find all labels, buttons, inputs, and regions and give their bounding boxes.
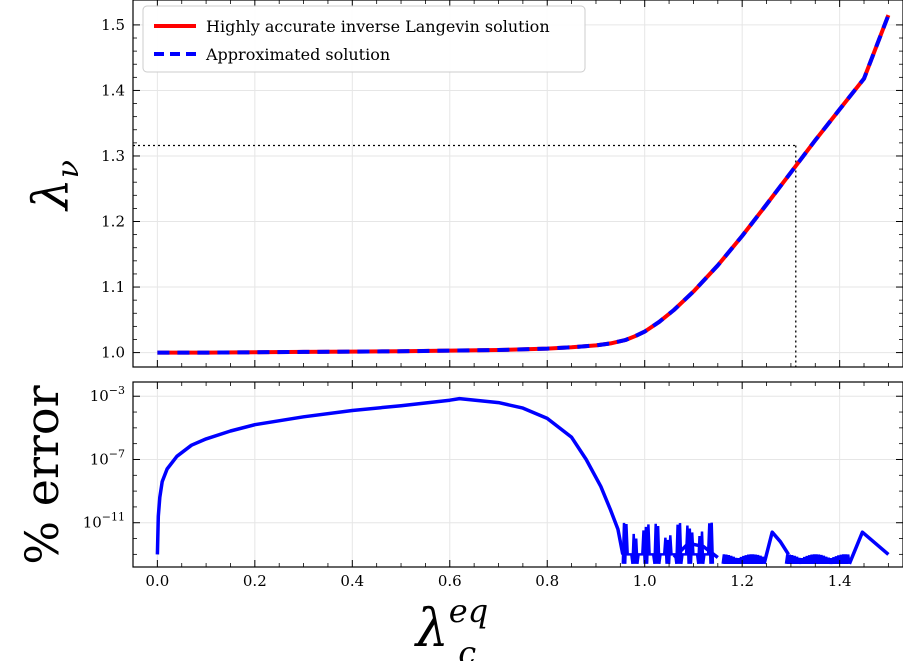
x-tick-label: 1.2 xyxy=(730,572,754,590)
error-curve xyxy=(155,396,625,555)
error-hump xyxy=(672,541,719,559)
y-tick-label: 1.0 xyxy=(101,344,125,362)
x-tick-label: 1.4 xyxy=(828,572,852,590)
y-tick-label: 1.4 xyxy=(101,81,125,99)
legend: Highly accurate inverse Langevin solutio… xyxy=(142,5,586,73)
y-tick-label: 1.1 xyxy=(101,278,125,296)
error-hump xyxy=(847,530,890,565)
legend-label-0: Highly accurate inverse Langevin solutio… xyxy=(206,17,550,36)
legend-box xyxy=(142,5,586,73)
xlabel-symbol: λeq c xyxy=(414,592,488,661)
reference-lines xyxy=(133,144,797,367)
x-tick-label: 1.0 xyxy=(633,572,657,590)
top-axes-frame xyxy=(132,0,903,368)
error-hump xyxy=(762,530,790,565)
ylabel-error: % error xyxy=(15,385,69,564)
y-tick-label: 10−7 xyxy=(90,447,125,468)
top-y-axis-label: λν xyxy=(22,160,86,212)
x-tick-label: 0.4 xyxy=(340,572,364,590)
top-series xyxy=(157,14,891,355)
y-tick-label: 10−11 xyxy=(83,511,125,532)
error-noise xyxy=(621,522,715,564)
series-line-approx xyxy=(157,14,891,355)
y-tick-label: 10−3 xyxy=(90,384,125,405)
ylabel-symbol: λν xyxy=(22,160,86,212)
y-tick-label: 1.3 xyxy=(101,147,125,165)
bottom-series xyxy=(155,396,890,565)
bottom-axes-frame xyxy=(132,381,903,568)
error-noise xyxy=(784,554,851,565)
bottom-grid xyxy=(133,382,903,567)
bottom-y-axis-label: % error xyxy=(15,385,69,564)
x-tick-label: 0.8 xyxy=(535,572,559,590)
x-tick-label: 0.0 xyxy=(145,572,169,590)
x-axis-label: λeq c xyxy=(414,592,488,661)
x-tick-label: 0.2 xyxy=(243,572,267,590)
bottom-ticks: 0.0 0.2 0.4 0.6 0.8 1.0 1.2 1.4 10−3 10−7 10−11 xyxy=(83,382,903,590)
x-tick-label: 0.6 xyxy=(438,572,462,590)
error-noise xyxy=(721,554,766,565)
legend-label-1: Approximated solution xyxy=(205,45,390,64)
y-tick-label: 1.5 xyxy=(101,16,125,34)
y-tick-label: 1.2 xyxy=(101,213,125,231)
